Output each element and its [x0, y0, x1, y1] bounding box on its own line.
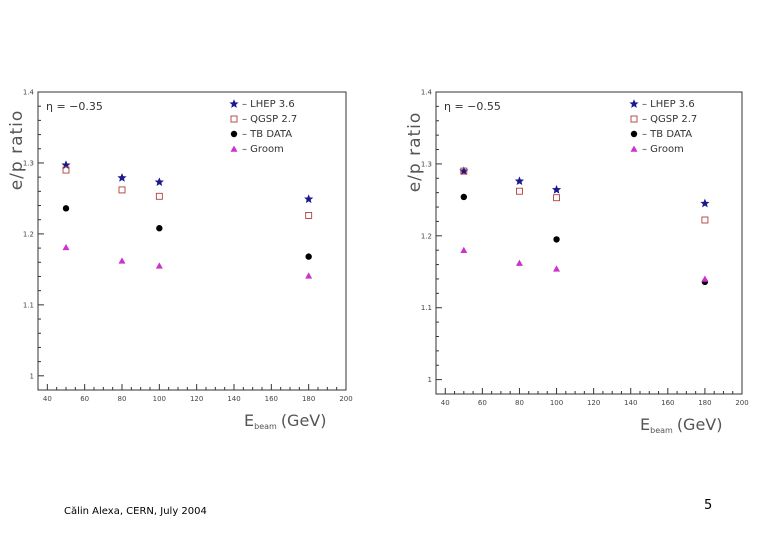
chart-panel-2: 40 60 80 100 120 140 160 180 200 1 1.1 1.2 1.3 1.4 e/p… — [405, 89, 749, 436]
x-tick-label: 160 — [265, 395, 278, 403]
data-point — [553, 265, 561, 272]
legend-marker — [230, 130, 238, 138]
plot-frame — [37, 91, 347, 391]
y-tick-label: 1.1 — [421, 304, 432, 312]
x-tick-label: 40 — [43, 395, 52, 403]
x-tick-label: 120 — [587, 399, 600, 407]
legend-label: – QGSP 2.7 — [242, 114, 297, 125]
data-point — [701, 216, 709, 224]
x-tick-label: 180 — [698, 399, 711, 407]
legend-marker — [630, 130, 638, 138]
y-axis-label: e/p ratio — [405, 112, 425, 193]
legend-label: – LHEP 3.6 — [242, 99, 295, 110]
x-tick-label: 160 — [661, 399, 674, 407]
x-tick-label: 40 — [441, 399, 450, 407]
data-point — [156, 225, 163, 232]
data-point — [304, 194, 314, 204]
legend-marker — [230, 145, 238, 152]
data-point — [460, 167, 468, 175]
footer-credit: Călin Alexa, CERN, July 2004 — [64, 506, 207, 517]
data-point — [155, 262, 163, 269]
legend-label: – TB DATA — [642, 129, 692, 140]
eta-label: η = −0.35 — [46, 100, 103, 113]
data-point — [62, 205, 70, 212]
y-tick-label: 1.4 — [23, 89, 35, 97]
y-axis-label: e/p ratio — [7, 110, 27, 191]
data-point — [551, 185, 562, 194]
y-tick-label: 1.1 — [23, 301, 34, 309]
legend-marker — [630, 115, 638, 123]
x-axis-label: Ebeam (GeV) — [640, 415, 722, 435]
x-tick-label: 140 — [227, 395, 240, 403]
x-tick-label: 140 — [624, 399, 637, 407]
eta-label: η = −0.55 — [444, 100, 501, 113]
y-tick-label: 1.3 — [23, 159, 34, 167]
data-point — [514, 176, 525, 186]
data-point — [118, 257, 126, 264]
data-point — [62, 166, 70, 174]
x-tick-label: 60 — [478, 399, 487, 407]
y-tick-label: 1 — [428, 376, 432, 384]
data-point — [460, 246, 468, 253]
legend-marker — [230, 115, 238, 123]
data-point — [553, 194, 560, 202]
data-point — [154, 177, 164, 186]
data-point — [701, 275, 709, 282]
data-point — [62, 243, 70, 251]
legend-marker — [229, 99, 239, 108]
legend-marker — [629, 99, 639, 108]
data-point — [118, 186, 126, 194]
legend-label: – TB DATA — [242, 129, 292, 140]
legend-label: – Groom — [642, 144, 684, 155]
y-tick-label: 1.2 — [421, 232, 432, 240]
data-point — [117, 173, 127, 182]
x-tick-label: 100 — [550, 399, 563, 407]
x-axis-label: Ebeam (GeV) — [244, 411, 326, 431]
data-point — [305, 272, 313, 279]
data-point — [516, 187, 523, 195]
legend-label: – QGSP 2.7 — [642, 114, 697, 125]
data-point — [700, 198, 710, 208]
y-tick-label: 1.4 — [421, 89, 433, 97]
data-point — [515, 259, 523, 266]
chart-panel-1: 40 60 80 100 120 140 160 180 200 1 1.1 1.2 1.3 1.4 e/p… — [7, 89, 353, 432]
page-number: 5 — [704, 498, 713, 513]
y-tick-label: 1 — [30, 372, 34, 380]
legend-label: – LHEP 3.6 — [642, 99, 695, 110]
data-point — [460, 193, 468, 201]
x-tick-label: 80 — [515, 399, 524, 407]
y-tick-label: 1.2 — [23, 230, 34, 238]
data-point — [305, 212, 313, 219]
data-point — [553, 236, 560, 243]
x-tick-label: 100 — [153, 395, 166, 403]
x-tick-label: 120 — [190, 395, 203, 403]
x-tick-label: 60 — [80, 395, 89, 403]
legend-marker — [630, 145, 638, 152]
y-tick-label: 1.3 — [421, 160, 432, 168]
x-tick-label: 200 — [735, 399, 748, 407]
data-point — [305, 253, 312, 260]
legend-label: – Groom — [242, 144, 284, 155]
plot-frame — [435, 91, 743, 395]
data-point — [155, 192, 163, 200]
x-tick-label: 80 — [118, 395, 127, 403]
x-tick-label: 200 — [339, 395, 352, 403]
x-tick-label: 180 — [302, 395, 315, 403]
